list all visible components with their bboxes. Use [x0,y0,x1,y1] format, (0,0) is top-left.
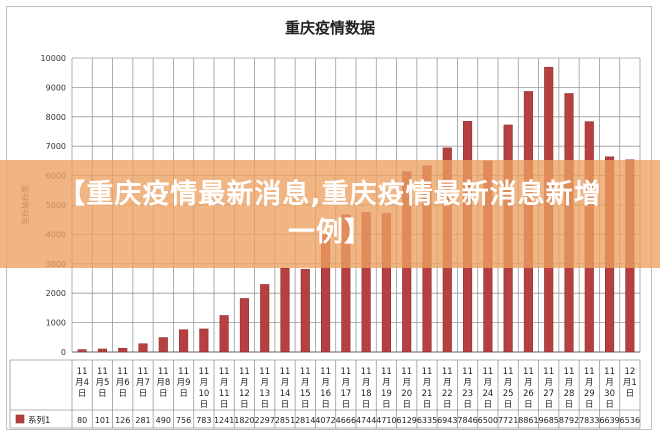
y-tick-label-1: 1000 [46,319,66,328]
bar-0 [77,349,87,353]
x-tick-label-10: 11 月 14 日 [280,367,291,410]
bar-4 [158,337,168,353]
data-label-10: 2851 [275,416,295,425]
x-tick-label-24: 11 月 28 日 [564,367,575,410]
bar-3 [138,343,148,353]
x-tick-label-0: 11 月4 日 [75,367,89,399]
legend-label: 系列1 [28,415,50,426]
data-label-20: 6500 [478,416,498,425]
x-tick-label-15: 11 月 19 日 [381,367,392,410]
x-tick-label-13: 11 月 17 日 [340,367,351,410]
y-tick-label-10: 10000 [41,54,66,63]
x-tick-label-7: 11 月 11 日 [219,367,230,410]
bar-2 [118,347,128,353]
data-label-12: 4072 [315,416,335,425]
data-label-15: 4710 [376,416,396,425]
title-banner: 【重庆疫情最新消息,重庆疫情最新消息新增一例】 [0,160,660,268]
y-tick-label-7: 7000 [46,142,66,151]
x-tick-label-8: 11 月 12 日 [239,367,250,410]
x-tick-label-27: 12 月1 日 [623,367,637,399]
data-label-13: 4666 [336,416,356,425]
bar-5 [179,329,189,353]
data-label-9: 2297 [255,416,275,425]
x-tick-label-25: 11 月 29 日 [584,367,595,410]
x-tick-label-20: 11 月 24 日 [482,367,493,410]
data-label-24: 8792 [559,416,579,425]
x-tick-label-16: 11 月 20 日 [401,367,412,410]
x-tick-label-11: 11 月 15 日 [300,367,311,410]
x-tick-label-17: 11 月 21 日 [422,367,433,410]
data-label-27: 6536 [620,416,640,425]
chart-title: 重庆疫情数据 [285,19,375,37]
data-label-2: 126 [115,416,130,425]
x-tick-label-4: 11 月8 日 [156,367,170,399]
x-tick-label-14: 11 月 18 日 [361,367,372,410]
x-tick-label-2: 11 月6 日 [116,367,130,399]
bar-10 [280,267,290,353]
data-label-8: 1820 [234,416,254,425]
data-label-17: 6335 [417,416,437,425]
x-tick-label-1: 11 月5 日 [95,367,109,399]
x-tick-label-18: 11 月 22 日 [442,367,453,410]
data-label-22: 8861 [518,416,538,425]
y-tick-label-2: 2000 [46,289,66,298]
data-label-4: 490 [156,416,171,425]
data-label-6: 783 [196,416,211,425]
legend-swatch [15,414,25,424]
x-tick-label-19: 11 月 23 日 [462,367,473,410]
x-tick-label-26: 11 月 30 日 [604,367,615,410]
y-tick-label-8: 8000 [46,113,66,122]
x-tick-label-21: 11 月 25 日 [503,367,514,410]
x-tick-label-9: 11 月 13 日 [259,367,270,410]
data-label-7: 1241 [214,416,234,425]
data-label-1: 101 [95,416,110,425]
bar-11 [300,268,310,353]
bar-7 [219,315,229,353]
data-label-19: 7846 [457,416,477,425]
data-label-0: 80 [77,416,87,425]
bar-8 [239,298,249,353]
bar-6 [199,328,209,353]
data-label-26: 6639 [599,416,619,425]
data-label-23: 9685 [539,416,559,425]
bar-1 [97,348,107,353]
data-label-3: 281 [135,416,150,425]
x-tick-label-23: 11 月 27 日 [543,367,554,410]
x-tick-label-12: 11 月 16 日 [320,367,331,410]
data-label-25: 7833 [579,416,599,425]
y-tick-label-9: 9000 [46,83,66,92]
x-tick-label-6: 11 月 10 日 [198,367,209,410]
data-label-14: 4744 [356,416,376,425]
data-label-18: 6943 [437,416,457,425]
data-label-16: 6129 [397,416,417,425]
bar-9 [260,284,270,353]
banner-text: 【重庆疫情最新消息,重庆疫情最新消息新增一例】 [58,179,602,248]
x-tick-label-22: 11 月 26 日 [523,367,534,410]
data-label-11: 2814 [295,416,315,425]
x-tick-label-5: 11 月9 日 [177,367,191,399]
data-label-21: 7721 [498,416,518,425]
y-tick-label-0: 0 [61,348,66,357]
data-label-5: 756 [176,416,191,425]
x-tick-label-3: 11 月7 日 [136,367,150,399]
